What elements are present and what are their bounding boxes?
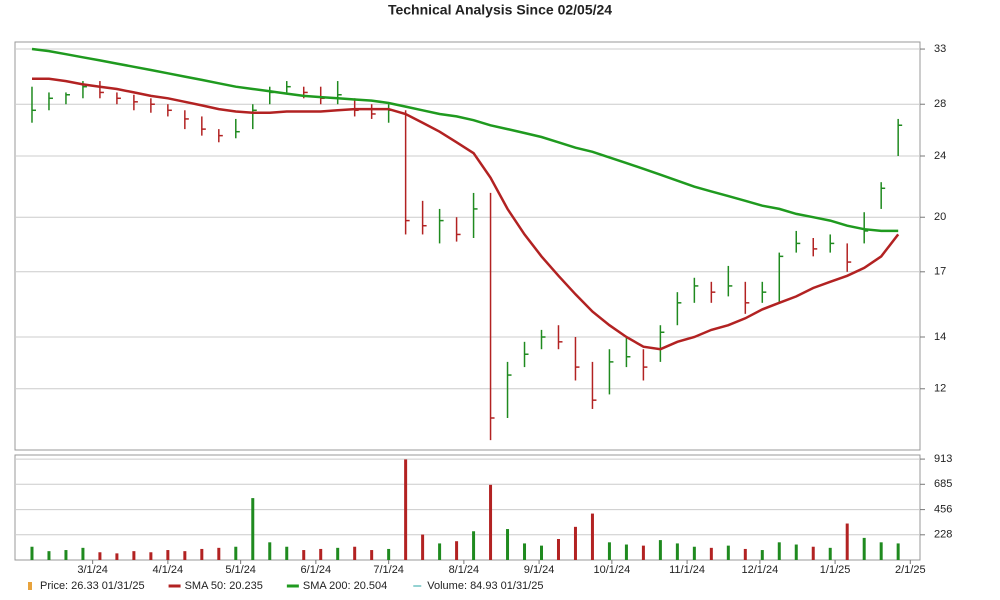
y-tick-label: 456	[934, 504, 952, 516]
volume-bar	[590, 513, 594, 560]
volume-bar	[641, 545, 645, 560]
volume-bar	[438, 543, 442, 560]
volume-bar	[166, 550, 170, 560]
volume-bar	[455, 541, 459, 560]
volume-bar	[319, 548, 323, 560]
volume-bar	[115, 553, 119, 560]
y-tick-label: 24	[934, 150, 946, 162]
volume-bar	[624, 544, 628, 560]
volume-bar	[353, 546, 357, 560]
volume-bar	[47, 551, 51, 560]
volume-bar	[217, 547, 221, 560]
volume-bar	[845, 523, 849, 560]
x-tick-label: 8/1/24	[449, 564, 480, 576]
volume-bar	[692, 546, 696, 560]
volume-bar	[370, 550, 374, 560]
x-tick-label: 11/1/24	[669, 564, 705, 576]
volume-bar	[251, 498, 255, 560]
volume-bar	[709, 547, 713, 560]
legend-label: Price: 26.33 01/31/25	[40, 580, 145, 592]
volume-bar	[523, 543, 527, 560]
x-tick-label: 1/1/25	[820, 564, 851, 576]
y-tick-label: 913	[934, 453, 952, 465]
volume-frame	[14, 454, 921, 561]
x-tick-label: 5/1/24	[225, 564, 256, 576]
volume-bar	[777, 542, 781, 560]
volume-bar	[30, 546, 34, 560]
x-tick-label: 3/1/24	[77, 564, 108, 576]
volume-bar	[726, 545, 730, 560]
y-tick-label: 17	[934, 266, 946, 278]
legend-label: SMA 200: 20.504	[303, 580, 387, 592]
y-tick-label: 28	[934, 98, 946, 110]
volume-bar	[879, 542, 883, 560]
x-tick-label: 6/1/24	[301, 564, 332, 576]
sma-line	[31, 47, 899, 233]
volume-bar	[607, 542, 611, 560]
y-tick-label: 33	[934, 43, 946, 55]
volume-bar	[302, 550, 306, 560]
legend-swatch	[28, 582, 32, 590]
volume-bar	[285, 546, 289, 560]
volume-bar	[64, 550, 68, 560]
price-frame	[14, 41, 921, 451]
volume-bar	[336, 547, 340, 560]
volume-bar	[98, 552, 102, 560]
volume-bar	[658, 540, 662, 560]
volume-bar	[506, 529, 510, 560]
volume-bar	[200, 548, 204, 560]
y-tick-label: 20	[934, 211, 946, 223]
volume-bar	[472, 531, 476, 560]
volume-bar	[149, 552, 153, 560]
x-tick-label: 12/1/24	[742, 564, 779, 576]
volume-bar	[421, 534, 425, 560]
y-tick-label: 228	[934, 529, 952, 541]
y-tick-label: 12	[934, 383, 946, 395]
sma-line	[32, 77, 900, 351]
x-tick-label: 4/1/24	[153, 564, 184, 576]
y-tick-label: 685	[934, 478, 952, 490]
volume-bar	[268, 542, 272, 560]
volume-bar	[81, 547, 85, 560]
volume-bar	[183, 551, 187, 560]
volume-bar	[675, 543, 679, 560]
volume-bar	[556, 539, 560, 560]
legend-label: Volume: 84.93 01/31/25	[427, 580, 543, 592]
volume-bar	[811, 546, 815, 560]
volume-bar	[489, 484, 493, 560]
volume-bar	[828, 547, 832, 560]
x-tick-label: 10/1/24	[594, 564, 631, 576]
volume-bar	[794, 544, 798, 560]
legend: Price: 26.33 01/31/25 SMA 50: 20.235 SMA 2…	[28, 580, 543, 592]
volume-bar	[743, 548, 747, 560]
volume-bar	[387, 548, 391, 560]
volume-bar	[404, 459, 408, 560]
volume-bar	[760, 550, 764, 560]
x-tick-label: 9/1/24	[524, 564, 555, 576]
volume-bar	[862, 537, 866, 560]
x-tick-label: 2/1/25	[895, 564, 926, 576]
x-tick-label: 7/1/24	[373, 564, 404, 576]
legend-label: SMA 50: 20.235	[185, 580, 263, 592]
y-tick-label: 14	[934, 331, 946, 343]
volume-bar	[540, 545, 544, 560]
chart-title: Technical Analysis Since 02/05/24	[388, 2, 612, 18]
volume-bar	[573, 526, 577, 560]
volume-bar	[896, 543, 900, 560]
volume-bar	[234, 546, 238, 560]
volume-bar	[132, 551, 136, 560]
